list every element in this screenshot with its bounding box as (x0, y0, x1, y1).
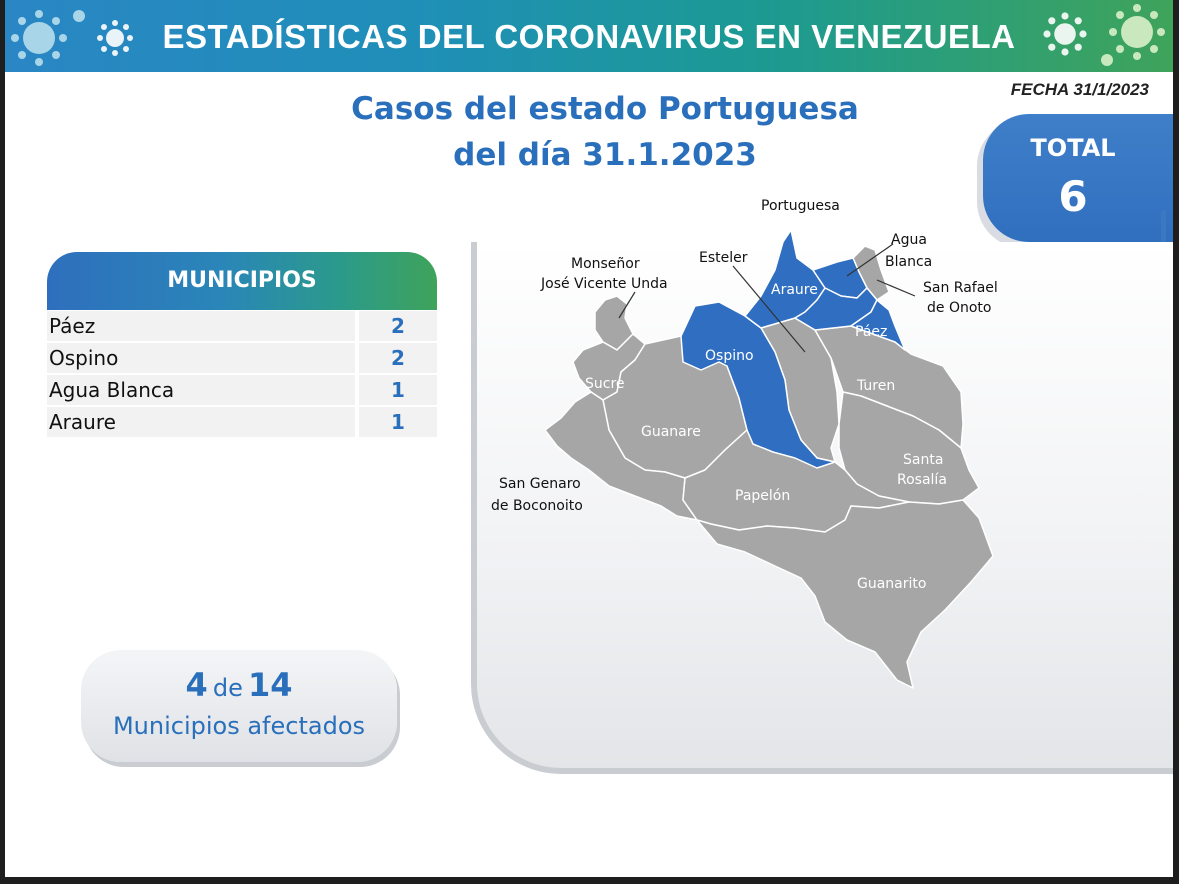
map-label-monsenor-1: Monseñor (571, 256, 640, 272)
map-label-agua-blanca-1: Agua (891, 232, 927, 248)
municipio-count: 1 (359, 375, 437, 405)
banner-title: ESTADÍSTICAS DEL CORONAVIRUS EN VENEZUEL… (162, 18, 1016, 55)
title-line-1: Casos del estado Portuguesa (351, 91, 859, 127)
region-guanarito (696, 499, 994, 689)
map-label-san-rafael-1: San Rafael (923, 280, 998, 296)
scrollbar-thumb[interactable] (1161, 210, 1166, 246)
affected-label: Municipios afectados (112, 712, 366, 740)
virus-icon (1043, 12, 1087, 56)
virus-icon (1101, 4, 1165, 66)
municipio-name: Ospino (47, 343, 355, 373)
affected-ratio: 4 de 14 (81, 666, 397, 704)
region-paez-north (794, 287, 878, 331)
municipios-table: Páez 2 Ospino 2 Agua Blanca 1 Araure 1 (47, 311, 437, 439)
municipio-name: Páez (47, 311, 355, 341)
total-label: TOTAL (1030, 134, 1116, 162)
municipios-header: MUNICIPIOS (47, 252, 437, 310)
affected-summary-card: 4 de 14 Municipios afectados (81, 650, 397, 762)
portuguesa-map: Araure Páez Ospino Sucre Turen Guanare S… (491, 198, 998, 689)
map-label-papelon: Papelón (735, 488, 790, 504)
map-label-santa-1: Santa (903, 452, 943, 468)
municipio-count: 2 (359, 311, 437, 341)
table-row: Ospino 2 (47, 343, 437, 373)
map-label-santa-2: Rosalía (897, 472, 947, 488)
affected-total: 14 (247, 666, 293, 704)
region-paez (850, 299, 906, 351)
title-line-2: del día 31.1.2023 (453, 137, 757, 173)
municipio-count: 1 (359, 407, 437, 437)
map-label-esteler: Esteler (699, 250, 748, 266)
municipio-name: Araure (47, 407, 355, 437)
affected-connector: de (212, 674, 243, 702)
region-monsenor (594, 295, 634, 351)
table-row: Araure 1 (47, 407, 437, 437)
map-label-agua-blanca-2: Blanca (885, 254, 932, 270)
total-card: TOTAL 6 (983, 114, 1173, 242)
map-label-guanarito: Guanarito (857, 576, 926, 592)
municipio-name: Agua Blanca (47, 375, 355, 405)
affected-count: 4 (185, 666, 208, 704)
map-label-san-genaro-1: San Genaro (499, 476, 581, 492)
municipio-count: 2 (359, 343, 437, 373)
map-label-san-rafael-2: de Onoto (927, 300, 991, 316)
map-label-guanare: Guanare (641, 424, 701, 440)
page-title: Casos del estado Portuguesa del día 31.1… (305, 86, 905, 178)
table-row: Páez 2 (47, 311, 437, 341)
map-label-monsenor-2: José Vicente Unda (540, 276, 668, 292)
region-san-genaro (544, 391, 698, 521)
total-value: 6 (1058, 172, 1088, 221)
virus-icon (11, 10, 85, 66)
header-banner: ESTADÍSTICAS DEL CORONAVIRUS EN VENEZUEL… (5, 0, 1173, 72)
table-row: Agua Blanca 1 (47, 375, 437, 405)
map-label-araure: Araure (771, 282, 818, 298)
date-label: FECHA 31/1/2023 (1010, 80, 1149, 99)
map-label-ospino: Ospino (705, 348, 754, 364)
map-label-sucre: Sucre (585, 376, 625, 392)
map-label-paez: Páez (855, 324, 887, 340)
map-label-turen: Turen (856, 378, 895, 394)
map-label-san-genaro-2: de Boconoito (491, 498, 583, 514)
slide: ESTADÍSTICAS DEL CORONAVIRUS EN VENEZUEL… (5, 0, 1173, 877)
virus-icon (97, 20, 133, 56)
map-label-portuguesa: Portuguesa (761, 198, 840, 214)
